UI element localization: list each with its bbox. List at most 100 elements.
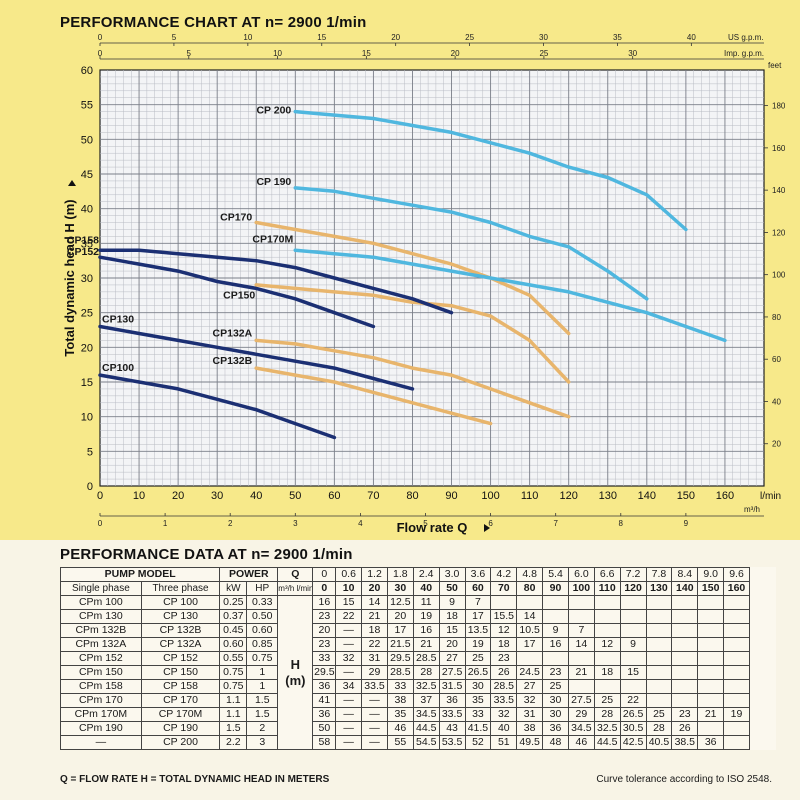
head-value: 20 [386, 609, 414, 624]
head-value [645, 623, 673, 638]
usgpm-tick-label: 35 [613, 33, 622, 42]
head-value: 19 [723, 707, 750, 722]
head-value [671, 665, 699, 680]
head-value [671, 623, 699, 638]
q-lmin-value: 90 [542, 581, 569, 596]
head-value: — [335, 665, 363, 680]
power-kw: 0.45 [219, 623, 248, 638]
series-line-cp100 [98, 373, 337, 440]
impgpm-tick-label: 10 [273, 49, 282, 58]
head-value: 14 [361, 595, 388, 610]
head-value: 41 [312, 693, 337, 708]
head-value [697, 637, 725, 652]
power-hp: 1.5 [246, 707, 279, 722]
head-value: 25 [593, 693, 621, 708]
y-axis-arrow [68, 180, 76, 186]
head-value: 23 [542, 665, 569, 680]
series-label: CP132A [213, 327, 253, 339]
head-value: 33 [386, 679, 414, 694]
single-phase-header: Single phase [60, 581, 142, 596]
head-value [619, 679, 647, 694]
x-tick-label: 140 [638, 490, 656, 502]
three-phase-model: CP 132A [140, 637, 221, 652]
head-value: 22 [335, 609, 363, 624]
head-value: 21 [361, 609, 388, 624]
head-value: 17 [516, 637, 544, 652]
q-m3h-value: 7.2 [619, 567, 647, 582]
head-value: 17 [386, 623, 414, 638]
head-value: 23 [671, 707, 699, 722]
head-value: 41.5 [464, 721, 492, 736]
head-value [697, 609, 725, 624]
x-tick-label: 0 [97, 490, 103, 502]
head-value: 34.5 [412, 707, 440, 722]
series-line-cp170 [254, 220, 571, 336]
table-row: CPm 170 CP 170 1.1 1.5 41— —38 37 36 35 33.5 32 30 2… [60, 693, 776, 708]
y-tick-label: 35 [81, 238, 93, 250]
head-value: 23 [312, 637, 337, 652]
usgpm-tick-label: 40 [687, 33, 696, 42]
head-value: 32.5 [593, 721, 621, 736]
power-header: POWER [219, 567, 279, 582]
head-value: 38 [516, 721, 544, 736]
head-value: 33.5 [361, 679, 388, 694]
pump-model-header: PUMP MODEL [59, 567, 221, 582]
series-label: CP170 [220, 212, 252, 224]
head-value: 28.5 [490, 679, 518, 694]
power-hp: 2 [246, 721, 279, 736]
three-phase-model: CP 100 [140, 595, 221, 610]
q-lmin-value: 70 [490, 581, 518, 596]
table-row: CPm 130 CP 130 0.37 0.50 23 22 21 20 19 18 17 15.5 1… [60, 609, 776, 624]
head-value: — [361, 735, 388, 750]
head-value [645, 609, 673, 624]
head-value: 40.5 [645, 735, 673, 750]
head-value [645, 693, 673, 708]
feet-tick-label: 160 [772, 144, 786, 153]
head-value: 35 [464, 693, 492, 708]
head-value: 16 [412, 623, 440, 638]
x-tick-label: 130 [599, 490, 617, 502]
feet-tick-label: 20 [772, 440, 781, 449]
head-value: 29.5 [312, 665, 337, 680]
usgpm-tick-label: 15 [317, 33, 326, 42]
y-tick-label: 10 [81, 412, 93, 424]
head-value: 16 [542, 637, 569, 652]
head-value: 26.5 [619, 707, 647, 722]
three-phase-model: CP 132B [140, 623, 221, 638]
head-value: 18 [490, 637, 518, 652]
head-value: 9 [438, 595, 466, 610]
series-label: CP132B [213, 355, 253, 367]
head-value [593, 609, 621, 624]
head-value: 55 [386, 735, 414, 750]
head-value [723, 651, 750, 666]
power-hp: 1 [246, 665, 279, 680]
table-row: PUMP MODEL POWER Q 0 0.6 1.2 1.8 2.4 3.0 3.6 4.2 4.… [59, 567, 776, 582]
head-value: 27.5 [567, 693, 595, 708]
head-value: 9 [542, 623, 569, 638]
series-label: CP150 [223, 289, 255, 301]
head-value [671, 679, 699, 694]
head-value: 51 [490, 735, 518, 750]
power-hp: 0.75 [246, 651, 279, 666]
m3h-tick-label: 1 [163, 519, 168, 528]
feet-tick-label: 120 [772, 228, 786, 237]
table-row: — CP 200 2.2 3 58— —55 54.5 53.5 52 51 49.5 48 46 44.… [60, 735, 776, 750]
q-m3h-value: 0 [312, 567, 337, 582]
head-value: — [335, 637, 363, 652]
q-lmin-value: 60 [464, 581, 492, 596]
series-line-cp200 [293, 109, 688, 232]
head-value: 22 [361, 637, 388, 652]
head-value: 33 [464, 707, 492, 722]
m3h-tick-label: 8 [619, 519, 624, 528]
head-value: 31.5 [438, 679, 466, 694]
q-m3h-value: 7.8 [645, 567, 673, 582]
y-tick-label: 55 [81, 100, 93, 112]
head-value [697, 721, 725, 736]
head-value: 36 [697, 735, 725, 750]
q-lmin-value: 130 [645, 581, 673, 596]
y-tick-label: 40 [81, 204, 93, 216]
m3h-tick-label: 6 [488, 519, 493, 528]
series-label: CP 200 [256, 105, 291, 117]
table-row: Single phase Three phase kW HP m³/h l/min 0 10… [60, 581, 776, 596]
